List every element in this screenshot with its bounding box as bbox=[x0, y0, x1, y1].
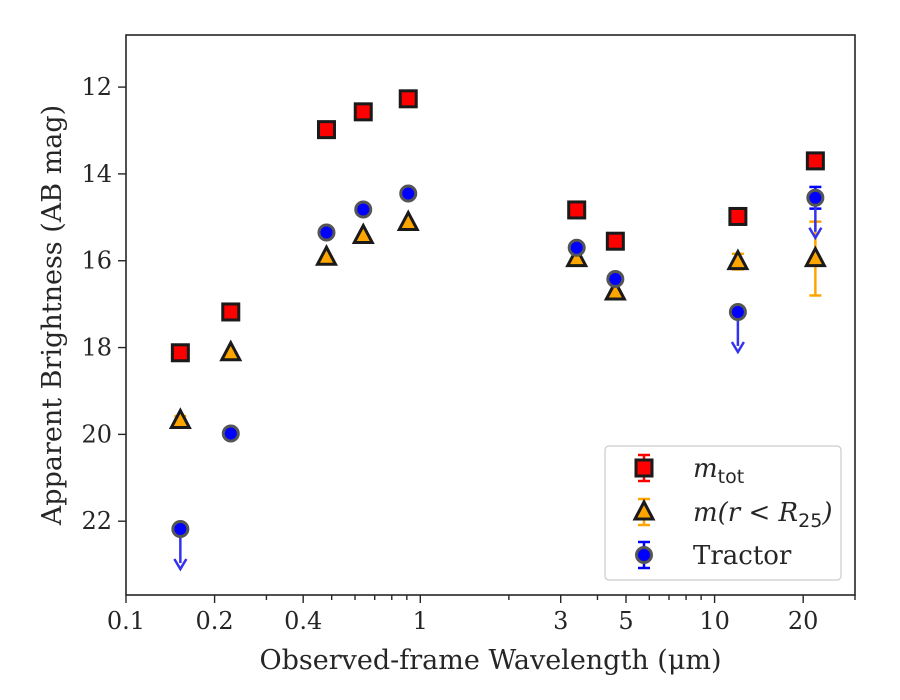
point-triangle bbox=[396, 209, 420, 232]
y-tick-label: 22 bbox=[81, 507, 112, 535]
legend-marker-circle bbox=[635, 546, 653, 564]
point-triangle bbox=[565, 245, 589, 268]
point-triangle bbox=[168, 407, 192, 429]
point-circle bbox=[317, 223, 336, 242]
series-tractor bbox=[171, 184, 825, 572]
point-square bbox=[221, 302, 241, 322]
y-tick-label: 12 bbox=[81, 73, 112, 101]
legend-marker-triangle bbox=[632, 498, 656, 521]
y-tick-label: 16 bbox=[81, 247, 112, 275]
point-square bbox=[805, 151, 825, 171]
upper-limit-arrowhead bbox=[173, 558, 188, 572]
legend-label: Tractor bbox=[693, 541, 792, 571]
upper-limit-arrowhead bbox=[730, 341, 745, 355]
point-square bbox=[170, 343, 190, 363]
point-square bbox=[316, 120, 336, 140]
legend: mtot m(r < R25) Tractor bbox=[604, 445, 842, 581]
point-square bbox=[353, 102, 373, 122]
point-circle bbox=[567, 238, 586, 257]
point-triangle bbox=[603, 278, 627, 301]
legend-label: m(r < R25) bbox=[693, 498, 832, 532]
point-circle bbox=[606, 269, 625, 288]
x-tick-label: 20 bbox=[788, 607, 819, 635]
y-axis: 12 14 16 18 20 22 bbox=[81, 73, 126, 535]
y-tick-label: 20 bbox=[81, 420, 112, 448]
legend-marker-square bbox=[634, 458, 654, 478]
point-triangle bbox=[219, 339, 243, 362]
point-square bbox=[728, 206, 748, 226]
point-circle bbox=[171, 520, 190, 539]
point-square bbox=[398, 89, 418, 109]
point-circle bbox=[354, 200, 373, 219]
series-m_r25 bbox=[168, 209, 827, 429]
point-triangle bbox=[803, 245, 827, 268]
legend-box bbox=[604, 445, 842, 581]
point-circle bbox=[399, 184, 418, 203]
upper-limit-arrowhead bbox=[808, 227, 823, 241]
point-square bbox=[567, 200, 587, 220]
x-tick-label: 1 bbox=[413, 607, 428, 635]
y-tick-label: 14 bbox=[81, 160, 112, 188]
point-circle bbox=[221, 424, 240, 443]
y-tick-label: 18 bbox=[81, 334, 112, 362]
x-tick-label: 0.4 bbox=[284, 607, 322, 635]
point-triangle bbox=[314, 244, 338, 266]
x-tick-label: 5 bbox=[618, 607, 633, 635]
x-axis: 0.1 0.2 0.4 1 3 5 10 20 bbox=[107, 595, 856, 635]
x-tick-label: 3 bbox=[553, 607, 568, 635]
data-marks bbox=[168, 89, 827, 572]
point-triangle bbox=[726, 248, 750, 271]
point-square bbox=[605, 231, 625, 251]
y-axis-label: Apparent Brightness (AB mag) bbox=[37, 105, 68, 526]
series-m_tot bbox=[170, 89, 825, 363]
x-tick-label: 0.1 bbox=[107, 607, 145, 635]
x-axis-label: Observed-frame Wavelength (μm) bbox=[259, 645, 721, 676]
x-tick-label: 10 bbox=[699, 607, 730, 635]
point-circle bbox=[728, 302, 747, 321]
point-triangle bbox=[351, 222, 375, 245]
x-tick-label: 0.2 bbox=[196, 607, 234, 635]
point-circle bbox=[806, 188, 825, 207]
legend-label: mtot bbox=[693, 454, 744, 488]
